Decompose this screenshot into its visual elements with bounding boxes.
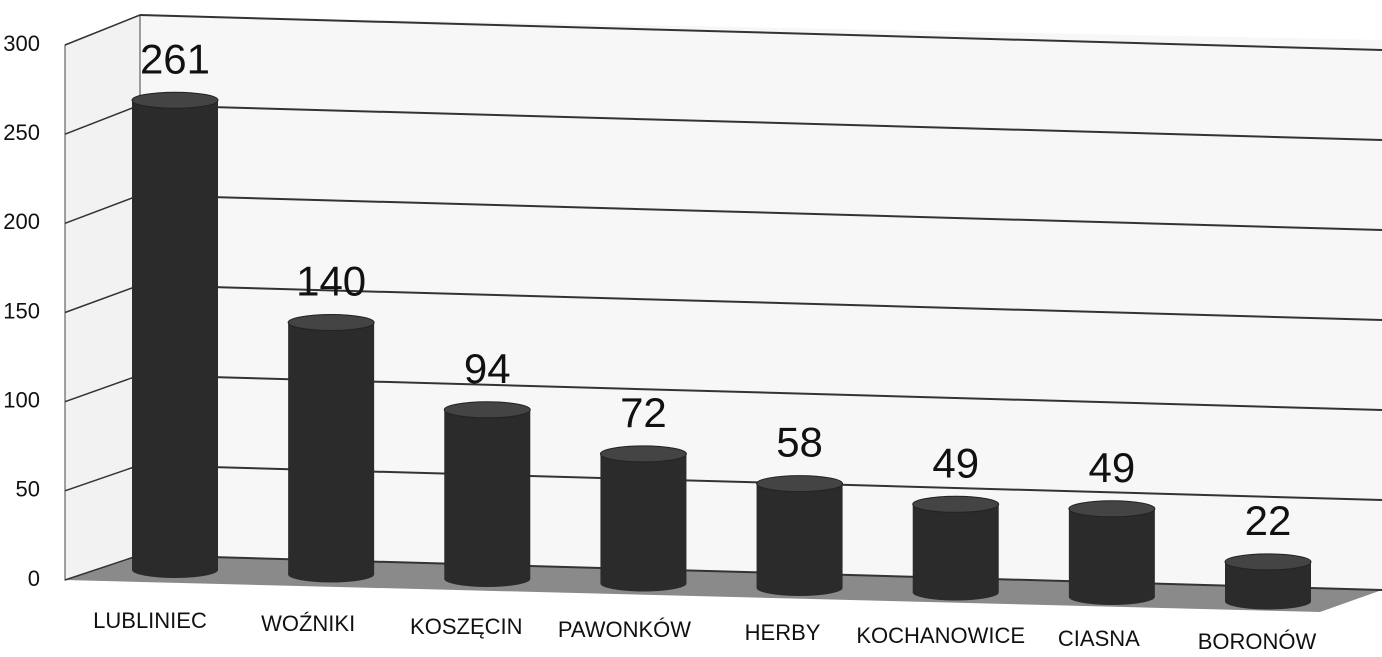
x-tick-label: KOSZĘCIN: [410, 614, 522, 639]
y-tick-label: 50: [16, 477, 40, 502]
grid-line: [139, 14, 1382, 51]
bar: [600, 453, 687, 584]
grid-line: [64, 464, 141, 492]
y-tick-label: 200: [3, 209, 40, 234]
value-label: 140: [296, 258, 366, 305]
value-label: 49: [1088, 444, 1135, 491]
x-tick-label: PAWONKÓW: [558, 617, 691, 642]
bar-top: [1224, 553, 1312, 571]
grid-line: [64, 284, 141, 314]
value-label: 58: [776, 419, 823, 466]
bar: [912, 504, 999, 593]
x-tick-label: WOŹNIKI: [261, 611, 355, 636]
bar-top: [131, 91, 219, 109]
bar-top: [912, 495, 1000, 513]
grid-line: [64, 194, 141, 225]
x-tick-label: KOCHANOWICE: [856, 623, 1025, 648]
side-wall: [64, 14, 141, 581]
x-tick-label: CIASNA: [1058, 626, 1140, 651]
y-tick-label: 250: [3, 120, 40, 145]
bar-top: [443, 401, 531, 419]
grid-line: [64, 104, 141, 135]
bar-top: [756, 475, 844, 493]
x-tick-label: HERBY: [745, 620, 821, 645]
x-tick-label: BORONÓW: [1198, 629, 1317, 654]
grid-line: [64, 374, 141, 403]
bar: [132, 100, 218, 570]
bar: [1068, 508, 1155, 597]
bar: [288, 322, 375, 575]
bar-top: [1068, 500, 1156, 518]
value-label: 49: [932, 439, 979, 486]
y-tick-label: 0: [28, 566, 40, 591]
value-label: 72: [620, 389, 667, 436]
bar: [756, 483, 843, 588]
bar-top: [599, 445, 687, 463]
floor: [65, 555, 1382, 612]
bar-top: [287, 314, 375, 331]
value-label: 261: [140, 35, 210, 82]
value-label: 22: [1245, 497, 1292, 544]
grid-line: [64, 14, 141, 46]
grid-line: [139, 104, 1382, 141]
grid-line: [139, 194, 1382, 231]
grid-line: [64, 554, 141, 581]
y-tick-label: 300: [3, 31, 40, 56]
x-tick-label: LUBLINIEC: [93, 608, 207, 633]
grid-line: [139, 284, 1382, 321]
y-tick-label: 100: [3, 387, 40, 412]
y-tick-label: 150: [3, 298, 40, 323]
bar: [444, 409, 531, 579]
value-label: 94: [464, 345, 511, 392]
